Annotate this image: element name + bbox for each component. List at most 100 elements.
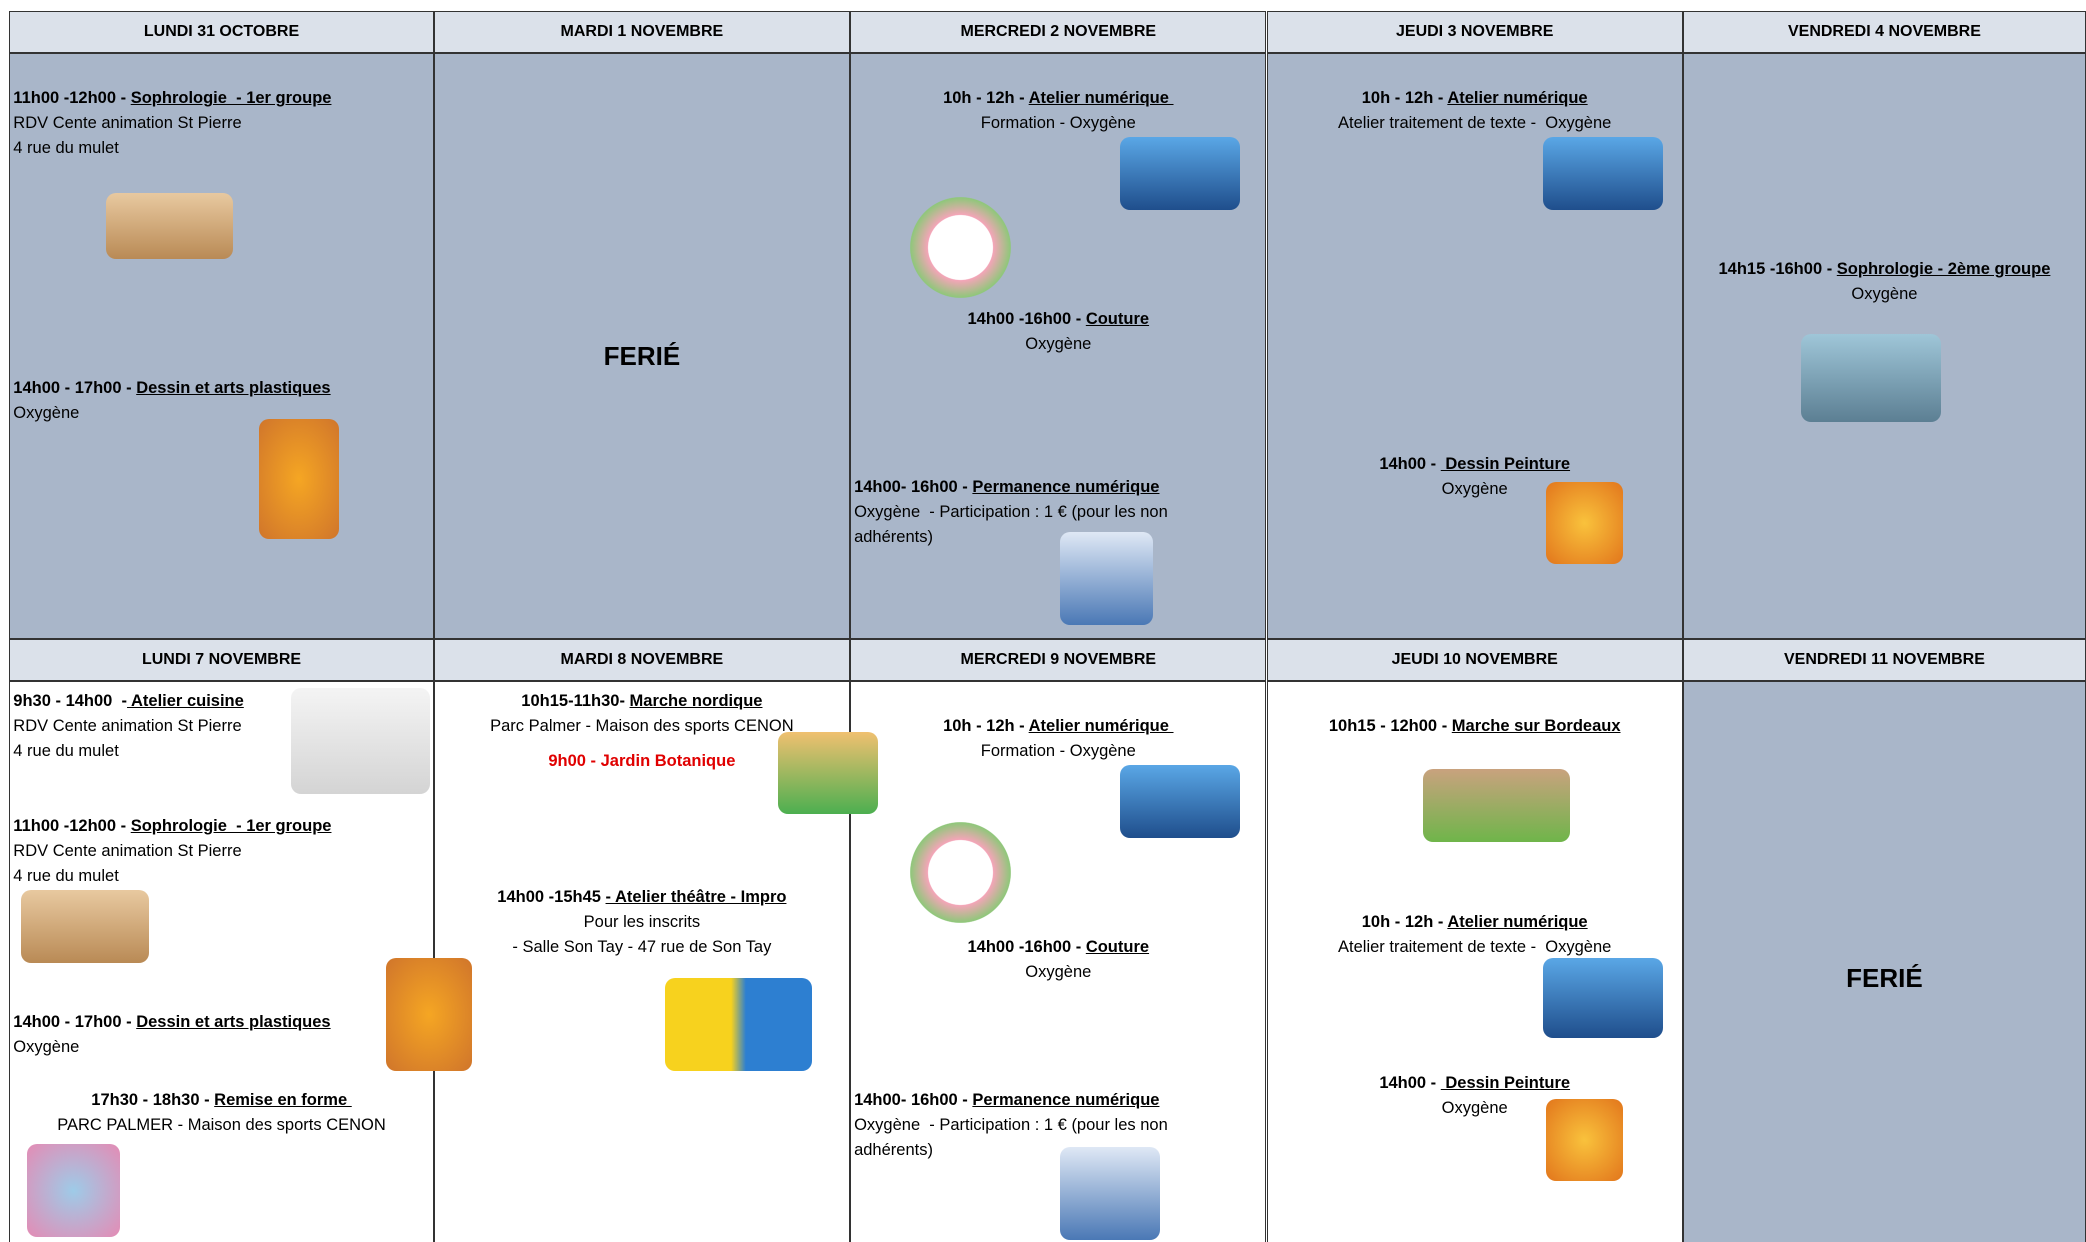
event-title: Couture xyxy=(1085,938,1150,957)
event: 10h - 12h - Atelier numérique Formation … xyxy=(850,86,1266,136)
event-time: 14h00 - 17h00 - xyxy=(13,379,137,398)
event-title: Dessin Peinture xyxy=(1440,455,1571,474)
event-detail: Oxygène xyxy=(1025,963,1092,982)
event-heading: 14h00 - 17h00 - Dessin et arts plastique… xyxy=(13,376,330,401)
event-heading: 9h30 - 14h00 - Atelier cuisine xyxy=(13,689,244,714)
event-title: Permanence numérique xyxy=(972,1091,1160,1110)
event-detail: Oxygène - Participation : 1 € (pour les … xyxy=(854,502,1168,521)
illustration xyxy=(1543,957,1663,1038)
event-detail: Oxygène xyxy=(1851,284,1918,303)
event-time: 17h30 - 18h30 - xyxy=(91,1091,215,1110)
event-detail: Pour les inscrits xyxy=(583,912,701,931)
event-title: Marche sur Bordeaux xyxy=(1451,717,1621,736)
event-time: 11h00 -12h00 - xyxy=(13,89,131,108)
illustration xyxy=(909,196,1012,298)
day-header: JEUDI 3 NOVEMBRE xyxy=(1266,10,1683,54)
illustration xyxy=(1120,764,1240,839)
event-title: Sophrologie - 2ème groupe xyxy=(1836,259,2051,278)
event-title: Marche nordique xyxy=(629,692,763,711)
illustration xyxy=(1545,1098,1624,1182)
event: 14h00 -15h45 - Atelier théâtre - Impro Po… xyxy=(434,885,850,960)
event-time: 14h00 -15h45 xyxy=(497,887,606,906)
event-heading: 10h - 12h - Atelier numérique xyxy=(1267,86,1683,111)
event-detail: Oxygène xyxy=(1441,480,1508,499)
event-time: 10h - 12h - xyxy=(943,717,1029,736)
event-title: Dessin et arts plastiques xyxy=(136,1012,331,1031)
event: 9h30 - 14h00 - Atelier cuisine RDV Cente … xyxy=(13,689,244,764)
event: 10h15-11h30- Marche nordique Parc Palmer … xyxy=(434,689,850,774)
event-title: Permanence numérique xyxy=(972,477,1160,496)
illustration xyxy=(909,822,1012,924)
ferie-label: FERIÉ xyxy=(1846,963,1923,994)
event-heading: 14h00 -16h00 - Couture xyxy=(850,307,1266,332)
event-detail: 4 rue du mulet xyxy=(13,742,119,761)
event: 14h15 -16h00 - Sophrologie - 2ème groupe… xyxy=(1683,257,2086,307)
event-detail: Parc Palmer - Maison des sports CENON xyxy=(490,717,794,736)
event-time: 10h - 12h - xyxy=(1361,912,1448,931)
event: 14h00- 16h00 - Permanence numérique Oxygè… xyxy=(854,475,1168,550)
event-heading: 14h00 -16h00 - Couture xyxy=(850,935,1266,960)
day-header: MARDI 1 NOVEMBRE xyxy=(433,10,851,54)
event-title: Remise en forme xyxy=(214,1091,352,1110)
event-detail: Oxygène xyxy=(13,1037,80,1056)
event: 11h00 -12h00 - Sophrologie - 1er groupe R… xyxy=(13,86,331,161)
event: 14h00 - Dessin Peinture Oxygène xyxy=(1267,1071,1683,1121)
event-heading: 10h15-11h30- Marche nordique xyxy=(434,689,850,714)
day-cell xyxy=(9,53,434,639)
event: 14h00 - Dessin Peinture Oxygène xyxy=(1267,452,1683,502)
event-heading: 11h00 -12h00 - Sophrologie - 1er groupe xyxy=(13,814,331,839)
event-heading: 10h - 12h - Atelier numérique xyxy=(1267,910,1683,935)
event-title: Couture xyxy=(1085,310,1150,329)
day-header: LUNDI 7 NOVEMBRE xyxy=(9,638,434,682)
event-detail: Oxygène - Participation : 1 € (pour les … xyxy=(854,1116,1168,1135)
day-cell xyxy=(1682,681,2086,1242)
event-title: Dessin et arts plastiques xyxy=(136,379,331,398)
event-detail: Atelier traitement de texte - Oxygène xyxy=(1338,114,1612,133)
event-time: 11h00 -12h00 - xyxy=(13,817,131,836)
event-detail: Oxygène xyxy=(13,404,80,423)
event-detail: RDV Cente animation St Pierre xyxy=(13,717,242,736)
ferie-label: FERIÉ xyxy=(603,340,681,371)
illustration xyxy=(1060,1146,1161,1240)
event: 17h30 - 18h30 - Remise en forme PARC PAL… xyxy=(9,1088,433,1138)
event-time: 14h00 -16h00 - xyxy=(967,310,1086,329)
day-header: MERCREDI 2 NOVEMBRE xyxy=(850,10,1267,54)
event-detail: adhérents) xyxy=(854,527,933,546)
event: 14h00 -16h00 - Couture Oxygène xyxy=(850,307,1266,357)
event-heading: 14h00 - 17h00 - Dessin et arts plastique… xyxy=(13,1010,330,1035)
event-detail: adhérents) xyxy=(854,1141,933,1160)
event-detail: 4 rue du mulet xyxy=(13,867,119,886)
event-title: Atelier numérique xyxy=(1447,912,1588,931)
event-detail: PARC PALMER - Maison des sports CENON xyxy=(57,1116,386,1135)
event-time: 10h15 - 12h00 - xyxy=(1328,717,1452,736)
day-header: MERCREDI 9 NOVEMBRE xyxy=(850,638,1267,682)
event-detail: Oxygène xyxy=(1441,1098,1508,1117)
event-time: 10h - 12h - xyxy=(1361,89,1448,108)
event: 14h00- 16h00 - Permanence numérique Oxygè… xyxy=(854,1088,1168,1163)
day-header: VENDREDI 11 NOVEMBRE xyxy=(1682,638,2086,682)
event: 11h00 -12h00 - Sophrologie - 1er groupe R… xyxy=(13,814,331,889)
event-title: Atelier numérique xyxy=(1028,717,1174,736)
illustration xyxy=(1120,137,1240,211)
event-title: Sophrologie - 1er groupe xyxy=(130,817,332,836)
event: 10h - 12h - Atelier numérique Atelier tra… xyxy=(1267,910,1683,960)
event-title: - Atelier théâtre - Impro xyxy=(605,887,787,906)
illustration xyxy=(26,1144,120,1238)
event-heading: 14h00 -15h45 - Atelier théâtre - Impro xyxy=(434,885,850,910)
day-header: JEUDI 10 NOVEMBRE xyxy=(1266,638,1683,682)
illustration xyxy=(385,957,473,1071)
event-time: 10h15-11h30- xyxy=(521,692,630,711)
illustration xyxy=(259,419,340,539)
illustration xyxy=(665,977,812,1071)
illustration xyxy=(1423,768,1570,843)
illustration xyxy=(1060,532,1154,626)
event-detail: 4 rue du mulet xyxy=(13,139,119,158)
event-title: Sophrologie - 1er groupe xyxy=(130,89,332,108)
event-time: 14h00 - xyxy=(1379,1073,1441,1092)
event-time: 14h00- 16h00 - xyxy=(854,477,973,496)
illustration xyxy=(1545,481,1624,565)
event: 10h15 - 12h00 - Marche sur Bordeaux xyxy=(1267,714,1683,739)
event-detail: Atelier traitement de texte - Oxygène xyxy=(1338,937,1612,956)
event-title: Atelier numérique xyxy=(1447,89,1588,108)
